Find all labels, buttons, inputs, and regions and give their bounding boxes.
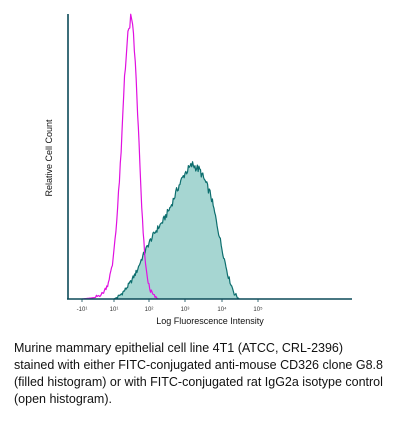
x-tick-label: 10³ bbox=[181, 307, 190, 313]
x-tick-label: 10² bbox=[145, 307, 154, 313]
x-tick-label: 10¹ bbox=[110, 307, 119, 313]
x-tick-label: 10⁴ bbox=[217, 306, 227, 313]
y-axis-title: Relative Cell Count bbox=[44, 119, 54, 197]
histogram-chart: -10¹ 10¹ 10² 10³ 10⁴ 10⁵ Log Fluorescence Int… bbox=[44, 13, 352, 326]
open-histogram-line bbox=[81, 13, 159, 300]
filled-histogram-line bbox=[113, 161, 240, 300]
x-tick-layer: -10¹ 10¹ 10² 10³ 10⁴ 10⁵ bbox=[77, 299, 263, 313]
x-tick-label: 10⁵ bbox=[253, 306, 263, 313]
series-layer bbox=[81, 13, 240, 300]
x-tick-label: -10¹ bbox=[77, 307, 88, 313]
x-axis-title: Log Fluorescence Intensity bbox=[156, 316, 264, 326]
figure-caption: Murine mammary epithelial cell line 4T1 … bbox=[14, 341, 383, 406]
